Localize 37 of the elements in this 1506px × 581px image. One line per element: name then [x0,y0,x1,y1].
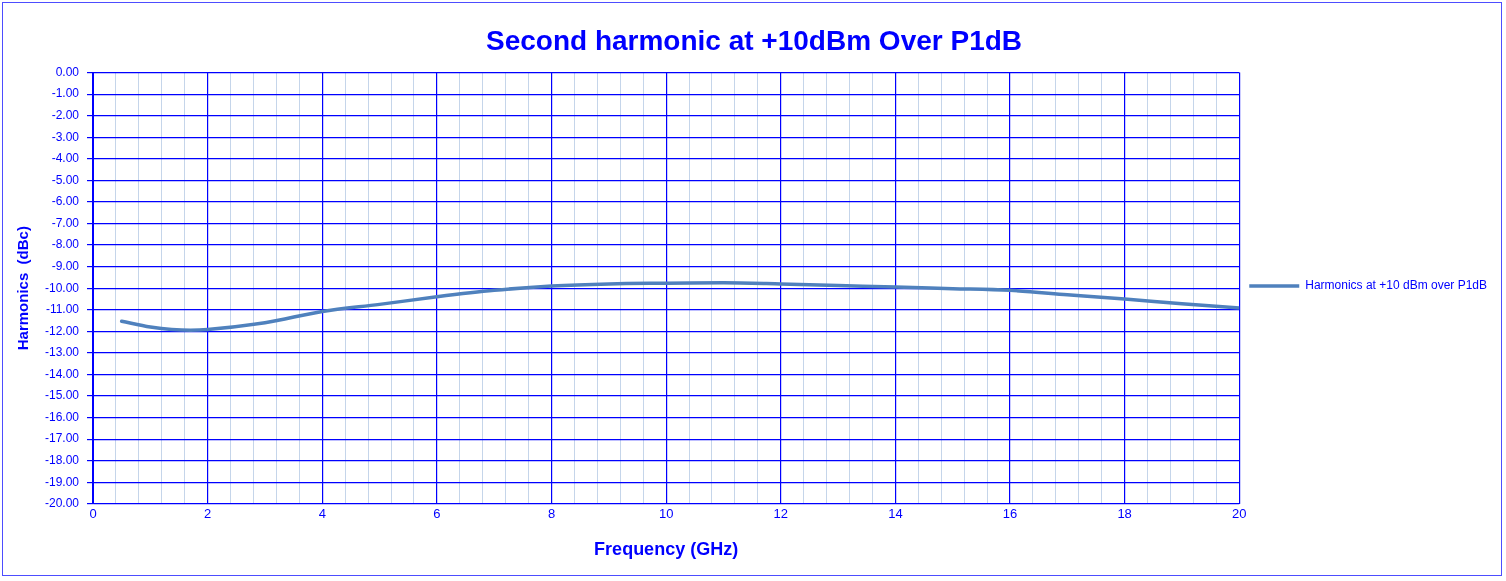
x-tick-label: 14 [888,506,903,522]
x-tick-label: 10 [658,506,674,522]
x-tick-label: 2 [204,506,212,522]
y-tick-label: -15.00 [44,388,80,403]
x-tick-label: 4 [318,506,326,522]
y-tick-label: 0.00 [55,64,80,79]
y-tick-label: -14.00 [44,366,80,381]
y-tick-label: -4.00 [51,151,80,166]
y-tick-label: -16.00 [44,409,80,424]
x-axis-title: Frequency (GHz) [594,539,739,560]
y-tick-label: -7.00 [51,215,80,230]
y-tick-label: -11.00 [45,302,80,317]
line-series [119,281,1240,332]
y-tick-label: -6.00 [51,194,80,209]
y-tick-label: -9.00 [51,258,80,273]
x-tick-label: 20 [1232,506,1247,522]
y-tick-label: -17.00 [44,431,80,446]
x-tick-label: 16 [1002,506,1018,522]
chart-title: Second harmonic at +10dBm Over P1dB [485,24,1023,56]
y-tick-label: -2.00 [51,108,80,123]
x-tick-label: 0 [89,506,97,522]
x-tick-label: 18 [1117,506,1132,522]
y-tick-label: -5.00 [51,172,80,187]
y-tick-label: -19.00 [44,474,80,489]
y-tick-label: -18.00 [44,452,80,467]
legend-label: Harmonics at +10 dBm over P1dB [1305,278,1488,293]
y-tick-label: -20.00 [44,496,80,511]
y-tick-label: -8.00 [51,237,80,252]
y-axis-title: Harmonics (dBc) [14,226,32,351]
y-tick-label: -10.00 [44,280,80,295]
x-tick-label: 8 [547,506,556,522]
x-tick-label: 6 [433,506,441,522]
y-tick-label: -1.00 [51,86,80,101]
y-tick-label: -12.00 [44,323,80,338]
y-tick-label: -3.00 [51,129,80,144]
y-tick-label: -13.00 [44,345,80,360]
x-tick-label: 12 [773,506,788,522]
